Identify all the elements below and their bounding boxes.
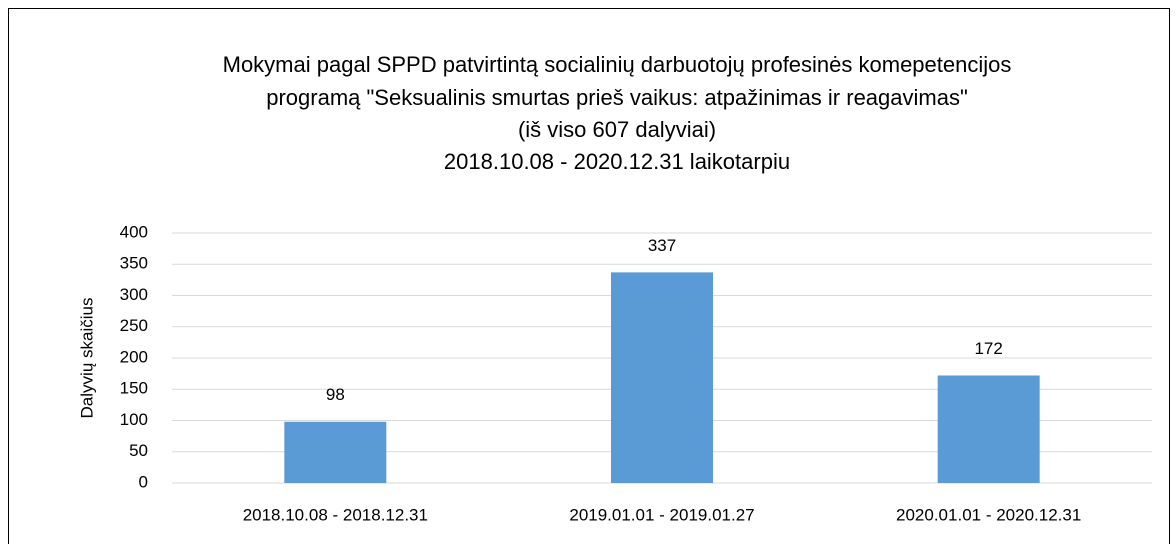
y-tick-label: 350 xyxy=(120,254,148,273)
y-tick-label: 400 xyxy=(120,222,148,241)
chart-title: Mokymai pagal SPPD patvirtintą socialini… xyxy=(223,52,1012,77)
data-label: 172 xyxy=(974,339,1002,358)
chart-title: programą "Seksualinis smurtas prieš vaik… xyxy=(266,85,968,110)
y-tick-label: 150 xyxy=(120,379,148,398)
data-label: 337 xyxy=(648,236,676,255)
bar xyxy=(611,272,713,483)
y-tick-label: 50 xyxy=(129,441,148,460)
data-label: 98 xyxy=(326,385,345,404)
y-tick-label: 300 xyxy=(120,285,148,304)
y-tick-label: 250 xyxy=(120,316,148,335)
x-tick-label: 2019.01.01 - 2019.01.27 xyxy=(569,505,754,524)
bar xyxy=(937,375,1040,483)
bar xyxy=(284,421,387,483)
y-tick-label: 0 xyxy=(139,472,148,491)
y-tick-label: 100 xyxy=(120,410,148,429)
x-tick-label: 2018.10.08 - 2018.12.31 xyxy=(243,505,428,524)
y-tick-label: 200 xyxy=(120,347,148,366)
y-axis-label: Dalyvių skaičius xyxy=(77,298,96,419)
chart-title: 2018.10.08 - 2020.12.31 laikotarpiu xyxy=(444,149,790,174)
x-tick-label: 2020.01.01 - 2020.12.31 xyxy=(896,505,1081,524)
chart-title: (iš viso 607 dalyviai) xyxy=(518,117,716,142)
